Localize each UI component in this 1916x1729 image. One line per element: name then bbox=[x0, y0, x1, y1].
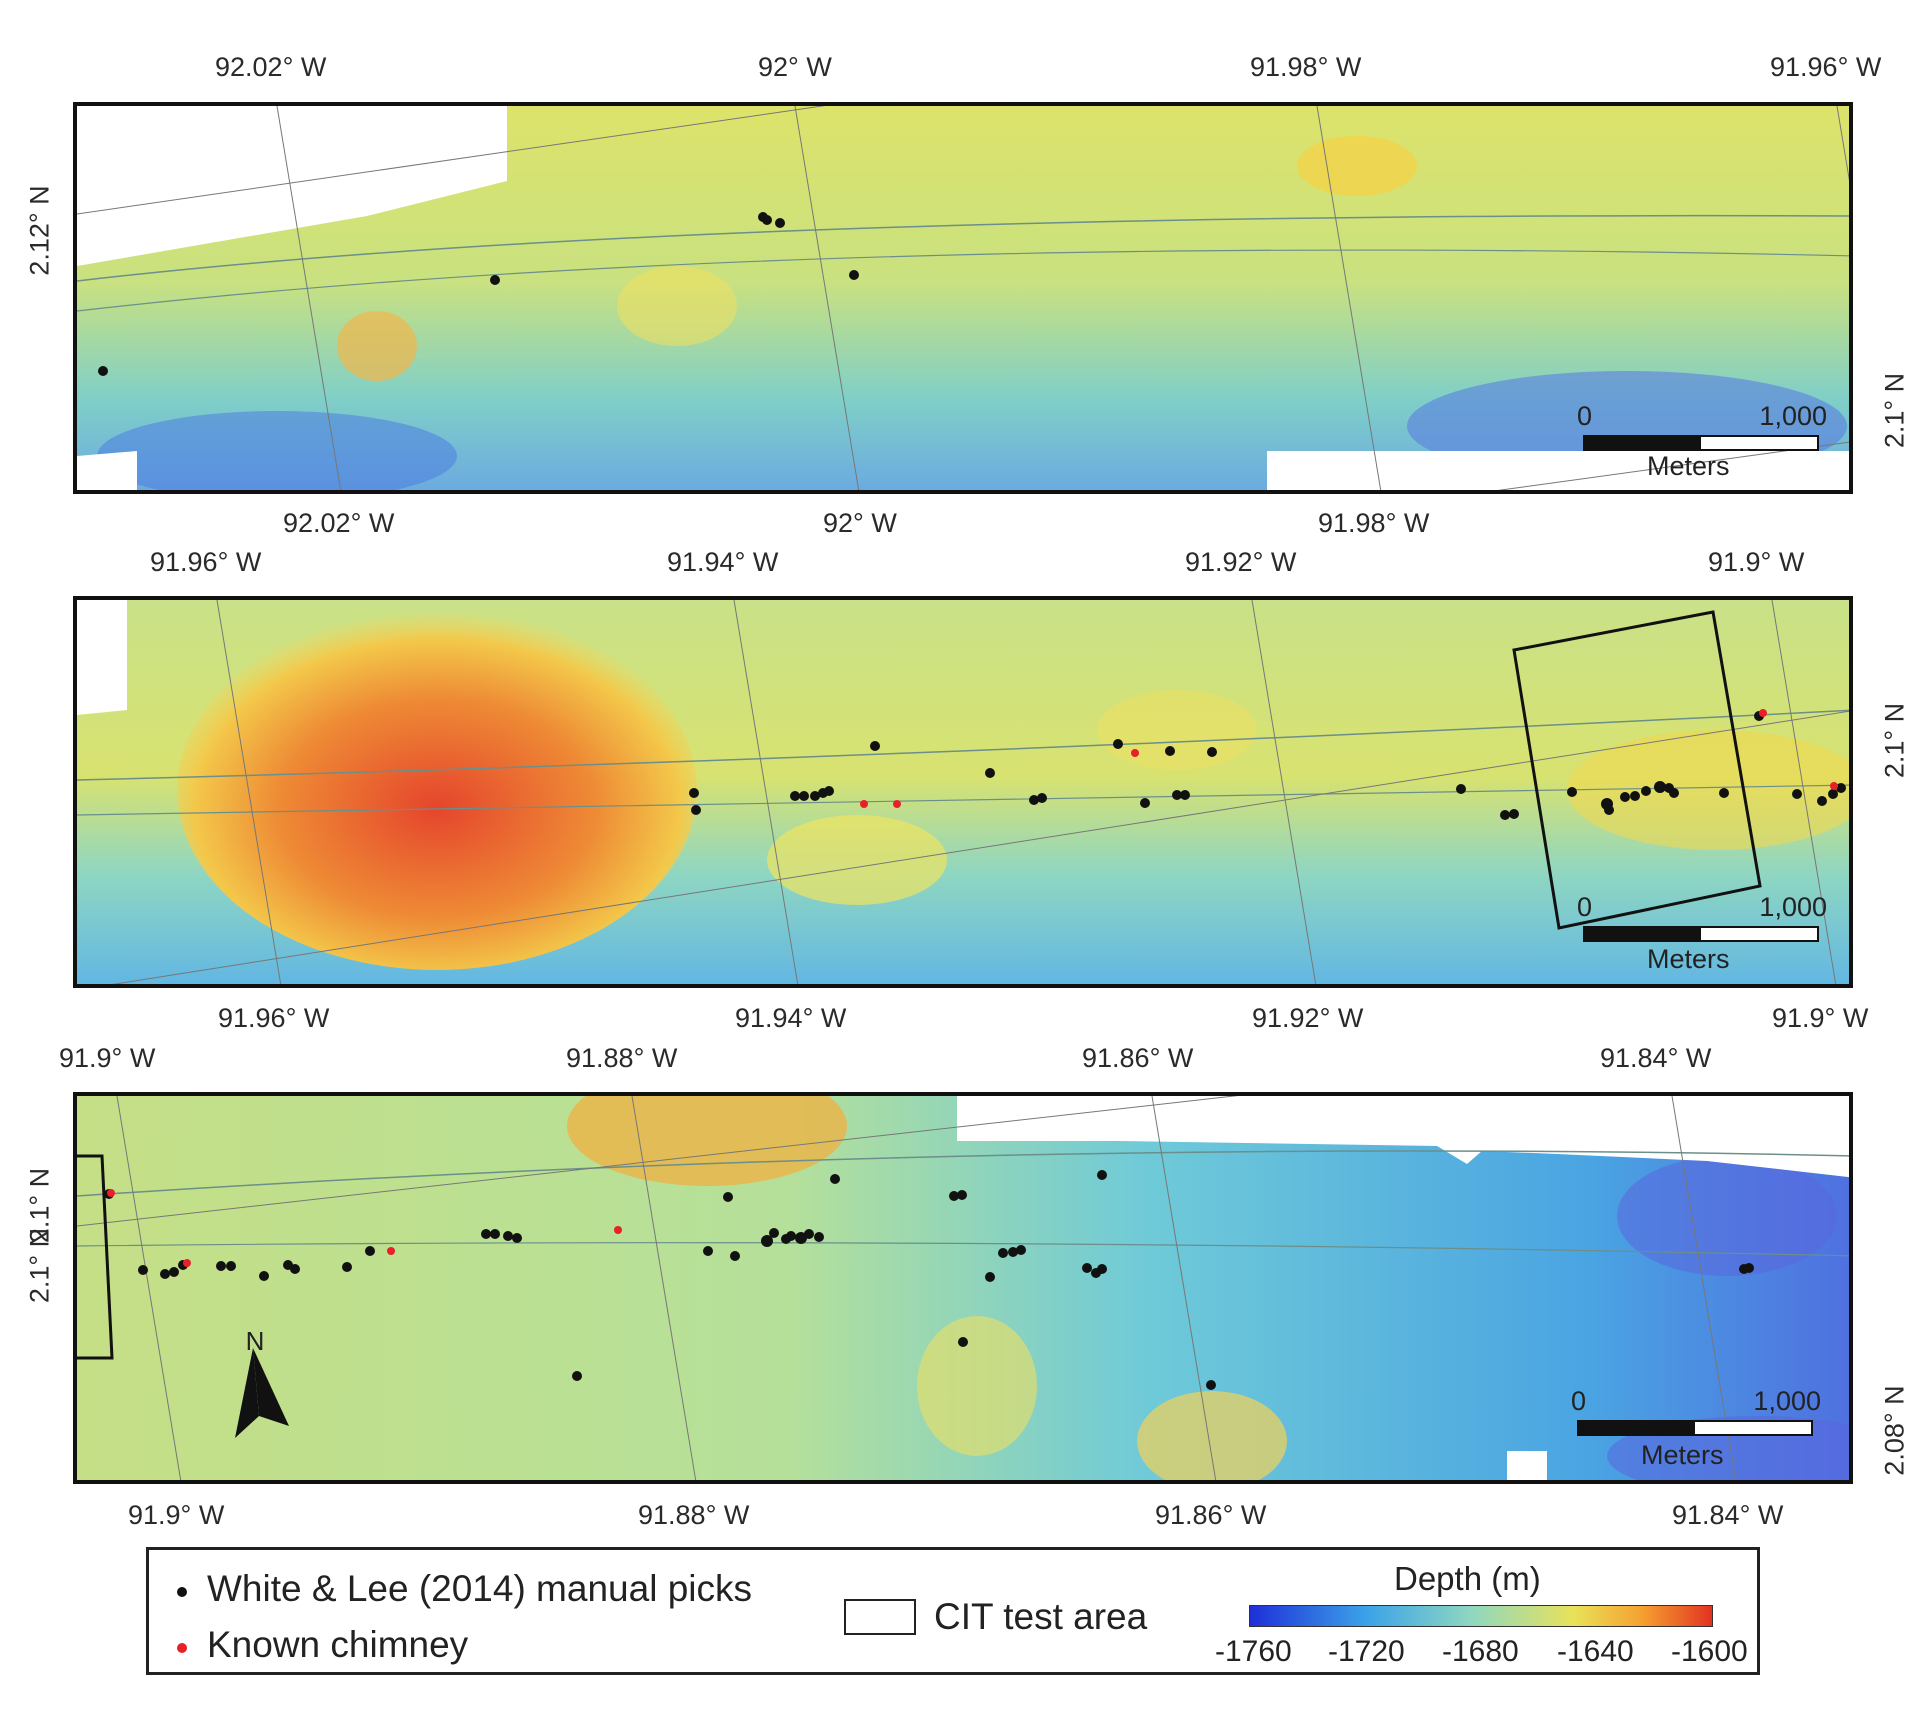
chimney-symbol bbox=[177, 1643, 187, 1653]
north-arrow: N bbox=[235, 1326, 315, 1456]
scale-end: 1,000 bbox=[1753, 1386, 1821, 1416]
lon-label: 91.86° W bbox=[1155, 1500, 1267, 1530]
lon-label: 92° W bbox=[758, 52, 832, 82]
scale-unit: Meters bbox=[1641, 1440, 1724, 1470]
lat-label: 2.1° N bbox=[1879, 702, 1910, 779]
bathymetry-map-3 bbox=[77, 1096, 1849, 1480]
lat-label: 2.1° N bbox=[24, 1227, 55, 1304]
scale-bar-graphic bbox=[1583, 435, 1819, 451]
scale-bar-graphic bbox=[1583, 926, 1819, 942]
cit-area-symbol bbox=[844, 1599, 916, 1635]
map-panel-1: 0 1,000 Meters bbox=[73, 102, 1853, 494]
pick-symbol bbox=[177, 1587, 187, 1597]
scale-bar-graphic bbox=[1577, 1420, 1813, 1436]
depth-title: Depth (m) bbox=[1394, 1560, 1541, 1597]
lon-label: 91.9° W bbox=[1708, 547, 1805, 577]
north-arrow-icon bbox=[235, 1348, 289, 1438]
lon-label: 92.02° W bbox=[215, 52, 327, 82]
scale-unit: Meters bbox=[1647, 451, 1730, 481]
map-panel-2: 0 1,000 Meters bbox=[73, 596, 1853, 988]
scale-start: 0 bbox=[1577, 401, 1593, 431]
lon-label: 91.96° W bbox=[218, 1003, 330, 1033]
scale-start: 0 bbox=[1571, 1386, 1587, 1416]
lon-label: 91.84° W bbox=[1672, 1500, 1784, 1530]
lon-label: 91.98° W bbox=[1250, 52, 1362, 82]
north-label: N bbox=[245, 1326, 265, 1356]
legend-chimney-label: Known chimney bbox=[207, 1624, 469, 1665]
scale-end: 1,000 bbox=[1759, 892, 1827, 922]
lon-label: 92° W bbox=[823, 508, 897, 538]
lon-label: 91.92° W bbox=[1185, 547, 1297, 577]
lon-label: 91.94° W bbox=[735, 1003, 847, 1033]
scale-start: 0 bbox=[1577, 892, 1593, 922]
scale-unit: Meters bbox=[1647, 944, 1730, 974]
lat-label: 2.08° N bbox=[1879, 1385, 1910, 1476]
depth-tick: -1600 bbox=[1671, 1635, 1748, 1668]
scale-end: 1,000 bbox=[1759, 401, 1827, 431]
lon-label: 91.88° W bbox=[638, 1500, 750, 1530]
lon-label: 91.98° W bbox=[1318, 508, 1430, 538]
lon-label: 91.9° W bbox=[1772, 1003, 1869, 1033]
lon-label: 91.96° W bbox=[1770, 52, 1882, 82]
lon-label: 91.92° W bbox=[1252, 1003, 1364, 1033]
scale-bar: 0 1,000 Meters bbox=[1577, 401, 1827, 481]
lon-label: 91.9° W bbox=[128, 1500, 225, 1530]
depth-tick: -1640 bbox=[1557, 1635, 1634, 1668]
bathymetry-map-2 bbox=[77, 600, 1849, 984]
lon-label: 92.02° W bbox=[283, 508, 395, 538]
lon-label: 91.84° W bbox=[1600, 1043, 1712, 1073]
scale-bar: 0 1,000 Meters bbox=[1577, 892, 1827, 982]
bathymetry-map-1 bbox=[77, 106, 1849, 490]
lon-label: 91.96° W bbox=[150, 547, 262, 577]
scale-bar: 0 1,000 Meters bbox=[1571, 1386, 1821, 1476]
lon-label: 91.9° W bbox=[59, 1043, 156, 1073]
legend-cit-label: CIT test area bbox=[934, 1596, 1148, 1637]
depth-tick: -1680 bbox=[1442, 1635, 1519, 1668]
map-panel-3: N 0 1,000 Meters bbox=[73, 1092, 1853, 1484]
lon-label: 91.88° W bbox=[566, 1043, 678, 1073]
depth-colorbar bbox=[1249, 1605, 1713, 1627]
lon-label: 91.94° W bbox=[667, 547, 779, 577]
legend-picks-label: White & Lee (2014) manual picks bbox=[207, 1568, 752, 1609]
lat-label: 2.1° N bbox=[1879, 372, 1910, 449]
lat-label: 2.12° N bbox=[24, 185, 55, 276]
depth-tick: -1760 bbox=[1215, 1635, 1292, 1668]
legend: White & Lee (2014) manual picks Known ch… bbox=[146, 1547, 1760, 1675]
depth-tick: -1720 bbox=[1328, 1635, 1405, 1668]
lon-label: 91.86° W bbox=[1082, 1043, 1194, 1073]
